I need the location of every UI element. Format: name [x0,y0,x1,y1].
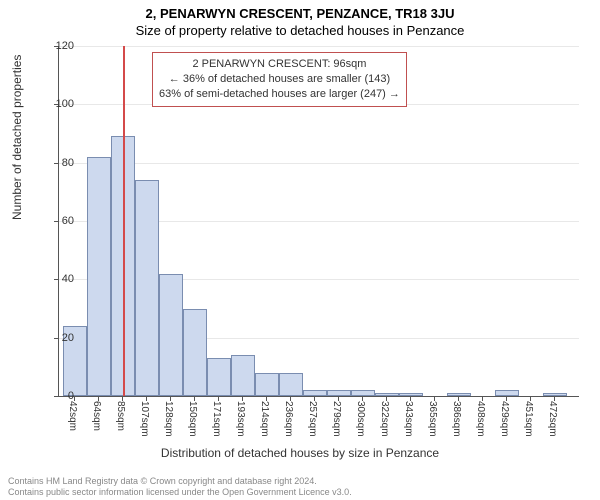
ytick-label: 60 [62,215,74,227]
x-axis-label: Distribution of detached houses by size … [0,446,600,460]
ytick-label: 80 [62,157,74,169]
annotation-line3: 63% of semi-detached houses are larger (… [159,87,400,102]
page-title-subtitle: Size of property relative to detached ho… [0,21,600,38]
xtick-label: 64sqm [91,401,102,431]
annotation-line2: ← 36% of detached houses are smaller (14… [159,72,400,87]
xtick-label: 408sqm [475,401,486,437]
histogram-bar [87,157,111,396]
ytick-mark [54,163,59,164]
ytick-label: 0 [68,390,74,402]
xtick-label: 472sqm [547,401,558,437]
histogram-bar [351,390,375,396]
y-axis-label: Number of detached properties [10,55,24,220]
page-title-address: 2, PENARWYN CRESCENT, PENZANCE, TR18 3JU [0,0,600,21]
xtick-label: 322sqm [379,401,390,437]
xtick-label: 128sqm [163,401,174,437]
ytick-label: 120 [56,40,74,52]
footer-attribution: Contains HM Land Registry data © Crown c… [8,476,592,499]
xtick-label: 171sqm [211,401,222,437]
histogram-bar [183,309,207,397]
histogram-bar [279,373,303,396]
annotation-box: 2 PENARWYN CRESCENT: 96sqm ← 36% of deta… [152,52,407,107]
ytick-label: 40 [62,273,74,285]
histogram-bar [207,358,231,396]
xtick-label: 300sqm [355,401,366,437]
xtick-label: 150sqm [187,401,198,437]
xtick-label: 451sqm [523,401,534,437]
reference-line [123,46,125,396]
histogram-bar [399,393,423,396]
histogram-bar [135,180,159,396]
histogram-bar [303,390,327,396]
histogram-bar [327,390,351,396]
grid-line [59,163,579,164]
grid-line [59,46,579,47]
ytick-mark [54,396,59,397]
xtick-label: 257sqm [307,401,318,437]
xtick-label: 365sqm [427,401,438,437]
xtick-label: 343sqm [403,401,414,437]
xtick-label: 386sqm [451,401,462,437]
footer-line1: Contains HM Land Registry data © Crown c… [8,476,592,487]
histogram-bar [447,393,471,396]
xtick-label: 236sqm [283,401,294,437]
histogram-chart: 2 PENARWYN CRESCENT: 96sqm ← 36% of deta… [58,46,578,396]
ytick-mark [54,338,59,339]
annotation-line1: 2 PENARWYN CRESCENT: 96sqm [159,57,400,72]
histogram-bar [159,274,183,397]
ytick-mark [54,221,59,222]
footer-line2: Contains public sector information licen… [8,487,592,498]
histogram-bar [543,393,567,396]
xtick-label: 279sqm [331,401,342,437]
xtick-label: 107sqm [139,401,150,437]
xtick-label: 193sqm [235,401,246,437]
xtick-label: 42sqm [67,401,78,431]
xtick-label: 429sqm [499,401,510,437]
histogram-bar [255,373,279,396]
xtick-label: 214sqm [259,401,270,437]
xtick-label: 85sqm [115,401,126,431]
ytick-label: 20 [62,332,74,344]
histogram-bar [375,393,399,396]
ytick-label: 100 [56,98,74,110]
histogram-bar [231,355,255,396]
ytick-mark [54,279,59,280]
histogram-bar [495,390,519,396]
